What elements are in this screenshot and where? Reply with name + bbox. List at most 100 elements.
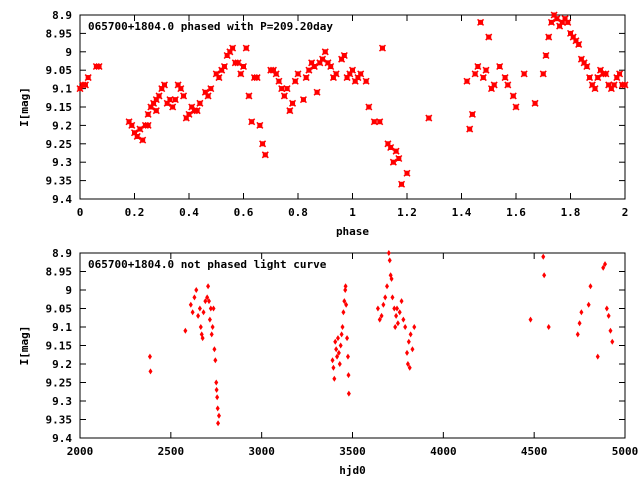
phased-data-point xyxy=(196,99,204,107)
unphased-data-point xyxy=(200,335,205,342)
phased-data-point xyxy=(152,107,160,115)
phased-data-point xyxy=(220,62,228,71)
phased-data-point xyxy=(171,96,179,104)
unphased-ytick-label: 8.9 xyxy=(52,247,72,260)
phased-data-point xyxy=(490,81,498,89)
phased-data-point xyxy=(471,70,479,78)
unphased-data-point xyxy=(406,338,411,345)
unphased-data-point xyxy=(211,305,216,312)
unphased-data-point xyxy=(206,298,211,305)
phased-data-point xyxy=(504,81,512,89)
unphased-xtick-label: 4000 xyxy=(430,445,457,458)
unphased-data-point xyxy=(332,375,337,382)
phased-data-point xyxy=(610,81,618,89)
phased-data-point xyxy=(272,70,280,78)
unphased-data-point xyxy=(147,353,152,360)
phased-data-point xyxy=(392,147,400,155)
phased-data-point xyxy=(305,66,313,74)
phased-data-point xyxy=(278,85,286,93)
phased-data-point xyxy=(204,92,212,100)
phased-data-point xyxy=(286,107,294,115)
phased-data-point xyxy=(313,88,321,96)
unphased-data-point xyxy=(385,283,390,290)
phased-data-point xyxy=(501,74,509,82)
phased-xtick-label: 1 xyxy=(349,206,356,219)
phased-ytick-label: 9.4 xyxy=(52,193,72,206)
unphased-ytick-label: 9 xyxy=(65,284,72,297)
unphased-data-point xyxy=(345,335,350,342)
phased-xtick-label: 1.2 xyxy=(397,206,417,219)
unphased-data-point xyxy=(389,275,394,282)
phased-data-point xyxy=(280,92,288,100)
phased-xtick-label: 2 xyxy=(622,206,629,219)
phased-data-point xyxy=(136,125,144,133)
phased-ytick-label: 9.05 xyxy=(46,64,73,77)
unphased-light-curve-plot: 8.9 8.95 9 9.05 9.1 9.15 9.2 9.25 9.3 9.35 9.42000… xyxy=(18,247,638,477)
phased-data-point xyxy=(616,70,624,78)
phased-data-point xyxy=(425,114,433,122)
unphased-data-point xyxy=(405,361,410,367)
unphased-data-point xyxy=(403,324,408,330)
phased-data-point xyxy=(586,74,594,82)
phased-ytick-label: 9.1 xyxy=(52,83,72,96)
unphased-data-point xyxy=(339,331,344,338)
phased-data-point xyxy=(387,143,395,152)
unphased-data-point xyxy=(214,379,219,386)
phased-data-point xyxy=(81,81,89,89)
phased-yaxis-label: I[mag] xyxy=(18,87,31,127)
unphased-data-point xyxy=(541,253,546,260)
phased-data-point xyxy=(591,85,599,93)
unphased-data-point xyxy=(343,287,348,293)
phased-data-point xyxy=(318,55,327,63)
phased-data-point xyxy=(299,96,307,104)
phased-xtick-label: 1.6 xyxy=(506,206,526,219)
phased-data-point xyxy=(370,118,378,126)
unphased-data-point xyxy=(397,309,402,316)
unphased-data-point xyxy=(208,305,213,312)
unphased-data-point xyxy=(392,305,397,312)
phased-xtick-label: 0.6 xyxy=(234,206,254,219)
unphased-data-point xyxy=(375,305,380,312)
phased-data-point xyxy=(234,59,242,67)
phased-data-point xyxy=(547,18,555,26)
phased-data-point xyxy=(485,33,493,41)
phased-xtick-label: 1.8 xyxy=(561,206,581,219)
phased-plot-title: 065700+1804.0 phased with P=209.20day xyxy=(88,20,333,33)
unphased-data-point xyxy=(190,309,195,316)
phased-ytick-label: 9.15 xyxy=(46,101,73,114)
unphased-plot-title: 065700+1804.0 not phased light curve xyxy=(88,258,327,271)
unphased-data-point xyxy=(393,324,398,330)
phased-data-point xyxy=(302,74,310,82)
unphased-data-point xyxy=(192,294,197,301)
phased-data-point xyxy=(139,136,147,144)
unphased-data-point xyxy=(528,316,533,323)
phased-data-point xyxy=(340,51,348,60)
phased-data-point xyxy=(468,110,476,118)
phased-data-point xyxy=(602,70,610,78)
unphased-ytick-label: 9.35 xyxy=(46,414,73,427)
phased-ytick-label: 9.3 xyxy=(52,156,72,169)
phased-data-point xyxy=(479,74,487,82)
phased-data-point xyxy=(389,158,397,166)
unphased-yaxis-label: I[mag] xyxy=(18,326,31,366)
unphased-data-point xyxy=(216,412,221,419)
unphased-data-point xyxy=(201,309,206,316)
unphased-data-point xyxy=(215,405,220,412)
phased-data-point xyxy=(289,99,297,107)
phased-ytick-label: 9.35 xyxy=(46,175,73,188)
unphased-data-point xyxy=(340,324,345,330)
phased-data-point xyxy=(215,74,223,82)
unphased-data-point xyxy=(546,324,551,330)
phased-data-point xyxy=(294,70,302,78)
unphased-xtick-label: 2500 xyxy=(158,445,185,458)
unphased-data-point xyxy=(198,324,203,330)
unphased-data-point xyxy=(542,272,547,279)
unphased-data-point xyxy=(148,368,153,375)
unphased-data-point xyxy=(344,301,349,308)
unphased-data-point xyxy=(588,283,593,290)
phased-data-point xyxy=(403,169,411,177)
unphased-data-point xyxy=(341,309,346,316)
unphased-data-point xyxy=(336,349,341,356)
phased-xtick-label: 1.4 xyxy=(452,206,472,219)
unphased-data-point xyxy=(405,349,409,356)
